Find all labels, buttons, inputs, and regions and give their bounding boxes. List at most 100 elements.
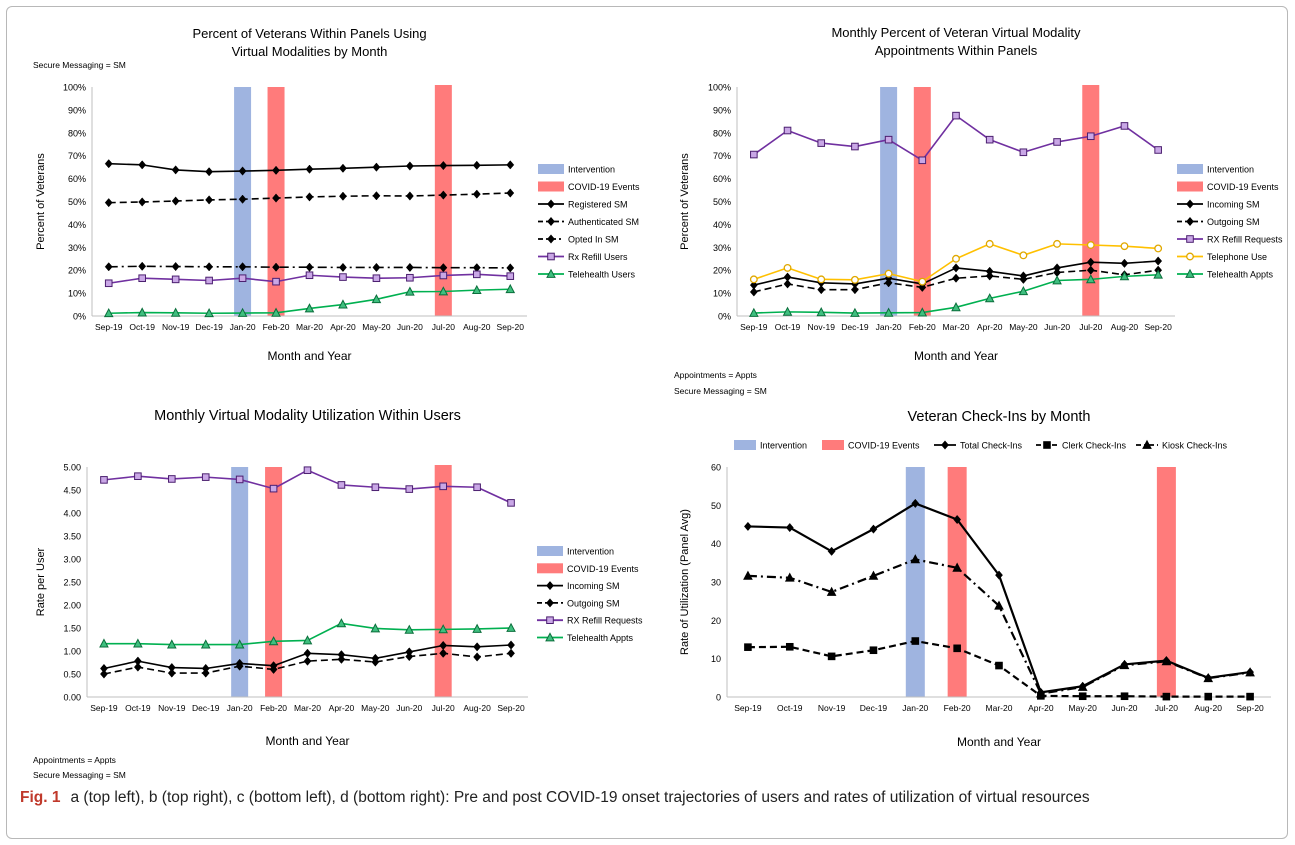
x-tick-label: Sep-19 bbox=[95, 322, 123, 332]
legend-label: Outgoing SM bbox=[1207, 217, 1260, 227]
data-point bbox=[100, 669, 108, 679]
legend-swatch bbox=[537, 563, 563, 574]
data-point bbox=[170, 307, 181, 317]
data-point bbox=[868, 570, 879, 580]
x-tick-label: Jul-20 bbox=[432, 703, 455, 713]
data-point bbox=[272, 193, 280, 203]
y-tick-label: 4.50 bbox=[63, 486, 81, 496]
data-point bbox=[405, 191, 414, 201]
legend-marker bbox=[1185, 268, 1195, 278]
chart-b: Monthly Percent of Veteran Virtual Modal… bbox=[674, 25, 1283, 396]
intervention-band bbox=[231, 467, 249, 697]
x-tick-label: Mar-20 bbox=[986, 703, 1013, 713]
data-point bbox=[372, 162, 381, 172]
legend-swatch bbox=[1177, 181, 1203, 192]
data-point bbox=[1078, 692, 1087, 701]
x-tick-label: Apr-20 bbox=[330, 322, 356, 332]
data-point bbox=[884, 269, 893, 278]
y-tick-label: 10 bbox=[711, 654, 721, 664]
data-point bbox=[104, 159, 113, 169]
legend-marker bbox=[1186, 199, 1194, 209]
chart-note: Appointments = Appts bbox=[33, 755, 116, 765]
data-point bbox=[1018, 285, 1029, 296]
x-tick-label: Oct-19 bbox=[129, 322, 155, 332]
data-point bbox=[168, 475, 176, 483]
legend-label: Authenticated SM bbox=[568, 217, 639, 227]
data-point bbox=[405, 286, 415, 296]
y-tick-label: 2.00 bbox=[63, 601, 81, 611]
legend-marker bbox=[546, 581, 554, 591]
data-point bbox=[817, 275, 826, 284]
legend-marker bbox=[1186, 235, 1194, 243]
data-point bbox=[472, 623, 482, 633]
intervention-band bbox=[905, 467, 925, 697]
series-rx-refill-requests bbox=[100, 466, 515, 507]
chart-d-title: Veteran Check-Ins by Month bbox=[908, 409, 1091, 425]
data-point bbox=[1204, 692, 1213, 701]
data-point bbox=[235, 661, 244, 671]
chart-d-legend: Intervention COVID-19 Events Total Check-I… bbox=[734, 439, 1228, 451]
intervention-band bbox=[880, 87, 898, 316]
legend-marker bbox=[546, 268, 556, 278]
data-point bbox=[995, 661, 1003, 670]
data-point bbox=[205, 167, 214, 177]
data-point bbox=[269, 664, 278, 674]
y-tick-label: 3.50 bbox=[63, 532, 81, 542]
x-tick-label: Feb-20 bbox=[263, 322, 290, 332]
y-axis-label: Percent of Veterans bbox=[35, 153, 47, 250]
data-point bbox=[827, 546, 836, 556]
x-axis-label: Month and Year bbox=[957, 735, 1041, 749]
data-point bbox=[952, 562, 962, 572]
covid-band bbox=[434, 85, 452, 316]
data-point bbox=[785, 642, 794, 651]
data-point bbox=[985, 135, 994, 144]
data-point bbox=[869, 524, 878, 534]
legend-label: Incoming SM bbox=[1207, 200, 1260, 210]
x-tick-label: Sep-19 bbox=[90, 703, 118, 713]
x-tick-label: Jun-20 bbox=[1112, 703, 1138, 713]
data-point bbox=[850, 307, 860, 317]
data-point bbox=[201, 473, 210, 481]
data-point bbox=[1154, 244, 1163, 253]
data-point bbox=[205, 262, 214, 272]
data-point bbox=[506, 272, 515, 280]
y-tick-label: 2.50 bbox=[63, 578, 81, 588]
y-tick-label: 40% bbox=[713, 220, 731, 230]
x-tick-label: Feb-20 bbox=[909, 322, 936, 332]
legend-marker bbox=[547, 216, 555, 227]
x-tick-label: Nov-19 bbox=[808, 322, 836, 332]
chart-c-title: Monthly Virtual Modality Utilization Wit… bbox=[154, 408, 461, 424]
data-point bbox=[305, 164, 314, 174]
data-point bbox=[304, 303, 315, 313]
data-point bbox=[1119, 659, 1130, 670]
legend-label: Intervention bbox=[760, 441, 807, 451]
data-point bbox=[473, 483, 481, 492]
data-point bbox=[336, 618, 347, 628]
data-point bbox=[1019, 148, 1028, 157]
data-point bbox=[372, 191, 381, 201]
x-tick-label: Mar-20 bbox=[943, 322, 970, 332]
data-point bbox=[338, 299, 348, 309]
data-point bbox=[269, 484, 278, 493]
legend-label: RX Refill Requests bbox=[567, 616, 643, 626]
data-point bbox=[439, 190, 448, 200]
data-point bbox=[1120, 692, 1129, 701]
legend-label: COVID-19 Events bbox=[567, 564, 639, 574]
legend-swatch bbox=[822, 440, 844, 450]
data-point bbox=[783, 279, 792, 289]
data-point bbox=[918, 277, 927, 286]
data-point bbox=[438, 286, 449, 296]
caption-text: a (top left), b (top right), c (bottom l… bbox=[70, 789, 1090, 806]
x-tick-label: Nov-19 bbox=[818, 703, 846, 713]
data-point bbox=[104, 279, 113, 288]
x-tick-label: Sep-20 bbox=[1144, 322, 1172, 332]
legend-label: Intervention bbox=[567, 547, 614, 557]
x-axis-label: Month and Year bbox=[267, 349, 351, 363]
x-axis-label: Month and Year bbox=[265, 734, 349, 748]
legend-label: Telephone Use bbox=[1207, 252, 1267, 262]
data-point bbox=[272, 165, 280, 175]
x-tick-label: Dec-19 bbox=[195, 322, 223, 332]
series-telephone-use bbox=[749, 239, 1163, 286]
x-tick-label: Dec-19 bbox=[860, 703, 888, 713]
chart-note: Secure Messaging = SM bbox=[33, 60, 126, 70]
